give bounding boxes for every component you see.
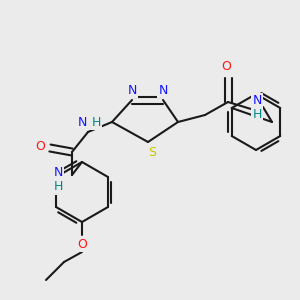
Text: O: O [77, 238, 87, 250]
Text: H: H [252, 107, 262, 121]
Text: N: N [252, 94, 262, 107]
Text: N: N [127, 83, 137, 97]
Text: H: H [53, 181, 63, 194]
Text: N: N [158, 83, 168, 97]
Text: H: H [91, 116, 101, 128]
Text: O: O [221, 61, 231, 74]
Text: O: O [35, 140, 45, 152]
Text: N: N [77, 116, 87, 128]
Text: N: N [53, 167, 63, 179]
Text: S: S [148, 146, 156, 158]
